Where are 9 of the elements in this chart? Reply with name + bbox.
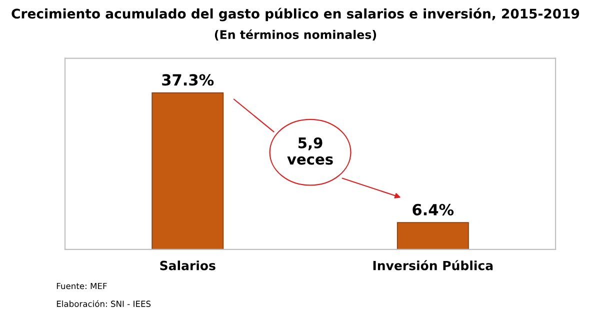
chart-title: Crecimiento acumulado del gasto público en salarios e inversión, 2015-2019 [12, 8, 580, 22]
source-note: Fuente: MEF [56, 282, 107, 290]
x-tick-label: Salarios [160, 260, 216, 270]
annotation: 5,9 veces [287, 137, 333, 165]
chart-subtitle: (En términos nominales) [214, 29, 376, 40]
data-label: 37.3% [162, 74, 214, 86]
data-label: 6.4% [412, 204, 454, 216]
x-tick-label: Inversión Pública [373, 260, 493, 270]
text: Elaboración: SNI - IEES [56, 300, 151, 307]
